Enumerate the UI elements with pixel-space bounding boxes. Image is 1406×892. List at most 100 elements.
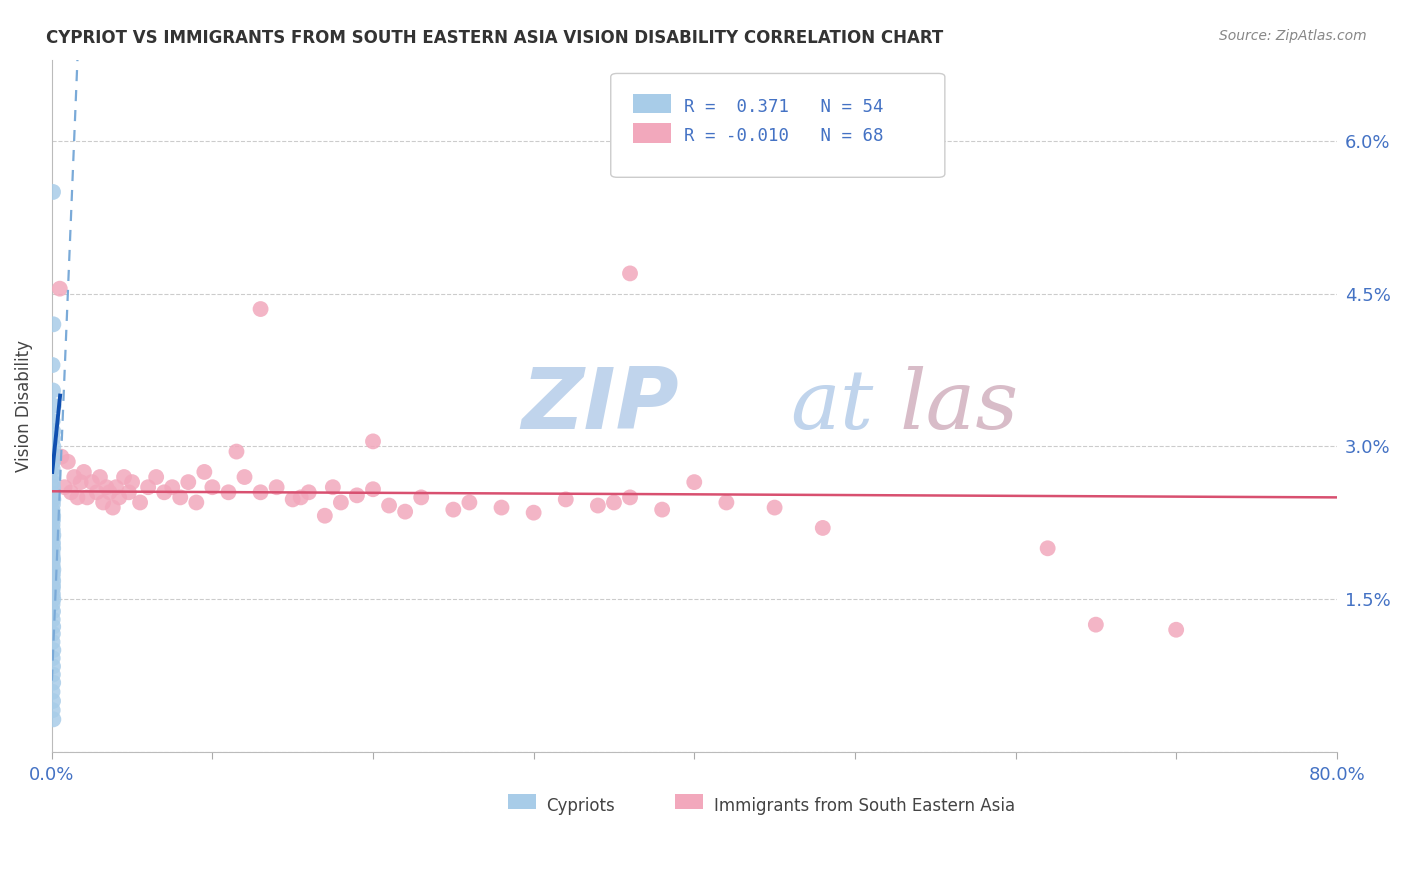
Point (51, 450, 73, 464)
Point (42, 712, 65, 726)
Point (491, 500, 513, 515)
Point (394, 505, 416, 519)
Point (523, 506, 546, 520)
Point (177, 475, 200, 489)
Point (1084, 617, 1107, 632)
Point (603, 495, 626, 509)
Point (41, 462, 63, 476)
Point (41, 517, 63, 532)
Point (763, 500, 786, 515)
Point (716, 495, 738, 509)
Text: Cypriots: Cypriots (547, 797, 616, 815)
Point (105, 480, 128, 494)
Point (41, 358, 63, 372)
Point (42, 399, 65, 413)
Point (41, 558, 63, 573)
Point (86, 485, 108, 500)
Point (233, 470, 256, 484)
Point (80, 475, 103, 489)
FancyBboxPatch shape (508, 794, 536, 809)
Point (136, 480, 159, 494)
Point (41, 597, 63, 611)
Point (193, 465, 215, 479)
Point (153, 485, 176, 500)
Point (42, 566, 65, 581)
Point (41, 613, 63, 627)
Point (118, 485, 141, 500)
Text: Source: ZipAtlas.com: Source: ZipAtlas.com (1219, 29, 1367, 43)
Point (145, 470, 167, 484)
Point (42, 185, 65, 199)
Point (683, 475, 706, 489)
Point (42, 643, 65, 657)
Point (41, 582, 63, 596)
Point (42, 659, 65, 673)
Point (42, 675, 65, 690)
Point (554, 492, 576, 507)
Point (329, 495, 352, 509)
Text: at: at (790, 366, 875, 446)
Point (266, 480, 288, 494)
Point (42, 513, 65, 527)
Point (249, 485, 271, 500)
Point (42, 574, 65, 588)
Point (41, 448, 63, 462)
Point (42, 467, 65, 482)
Point (41, 703, 63, 717)
Point (56, 455, 79, 469)
Point (361, 434, 384, 449)
FancyBboxPatch shape (610, 73, 945, 178)
Point (41, 651, 63, 665)
Point (42, 541, 65, 556)
Point (42, 587, 65, 601)
Point (41, 414, 63, 428)
Point (186, 495, 208, 509)
Point (41, 531, 63, 545)
FancyBboxPatch shape (633, 123, 671, 143)
Point (361, 482, 384, 496)
Point (586, 499, 609, 513)
Point (160, 480, 183, 494)
Point (298, 485, 321, 500)
Point (89, 470, 111, 484)
Point (42, 550, 65, 565)
Point (60, 485, 83, 500)
Point (42, 384, 65, 398)
Point (42, 579, 65, 593)
Point (129, 495, 152, 509)
Point (441, 502, 464, 516)
Point (411, 491, 433, 505)
Point (42, 694, 65, 708)
Point (42, 498, 65, 512)
Point (121, 475, 143, 489)
Point (42, 455, 65, 469)
Point (41, 503, 63, 517)
Point (201, 480, 224, 494)
Point (322, 480, 344, 494)
Point (811, 521, 834, 535)
Point (225, 444, 247, 458)
Text: ZIP: ZIP (520, 364, 679, 447)
Point (76, 491, 98, 505)
Text: R =  0.371   N = 54: R = 0.371 N = 54 (683, 98, 883, 116)
Point (42, 620, 65, 634)
FancyBboxPatch shape (633, 94, 671, 113)
Point (101, 500, 124, 515)
Point (96, 480, 118, 494)
Point (73, 465, 96, 479)
Point (98, 485, 121, 500)
Point (1036, 541, 1059, 556)
Point (112, 470, 135, 484)
Point (619, 267, 641, 281)
Point (42, 440, 65, 454)
Point (281, 492, 304, 507)
Point (346, 488, 368, 502)
Point (1166, 623, 1188, 637)
Point (63, 470, 86, 484)
Point (91, 495, 114, 509)
Text: las: las (900, 366, 1019, 446)
Point (619, 491, 641, 505)
Point (41, 546, 63, 560)
Point (53, 480, 76, 494)
Text: R = -0.010   N = 68: R = -0.010 N = 68 (683, 128, 883, 145)
